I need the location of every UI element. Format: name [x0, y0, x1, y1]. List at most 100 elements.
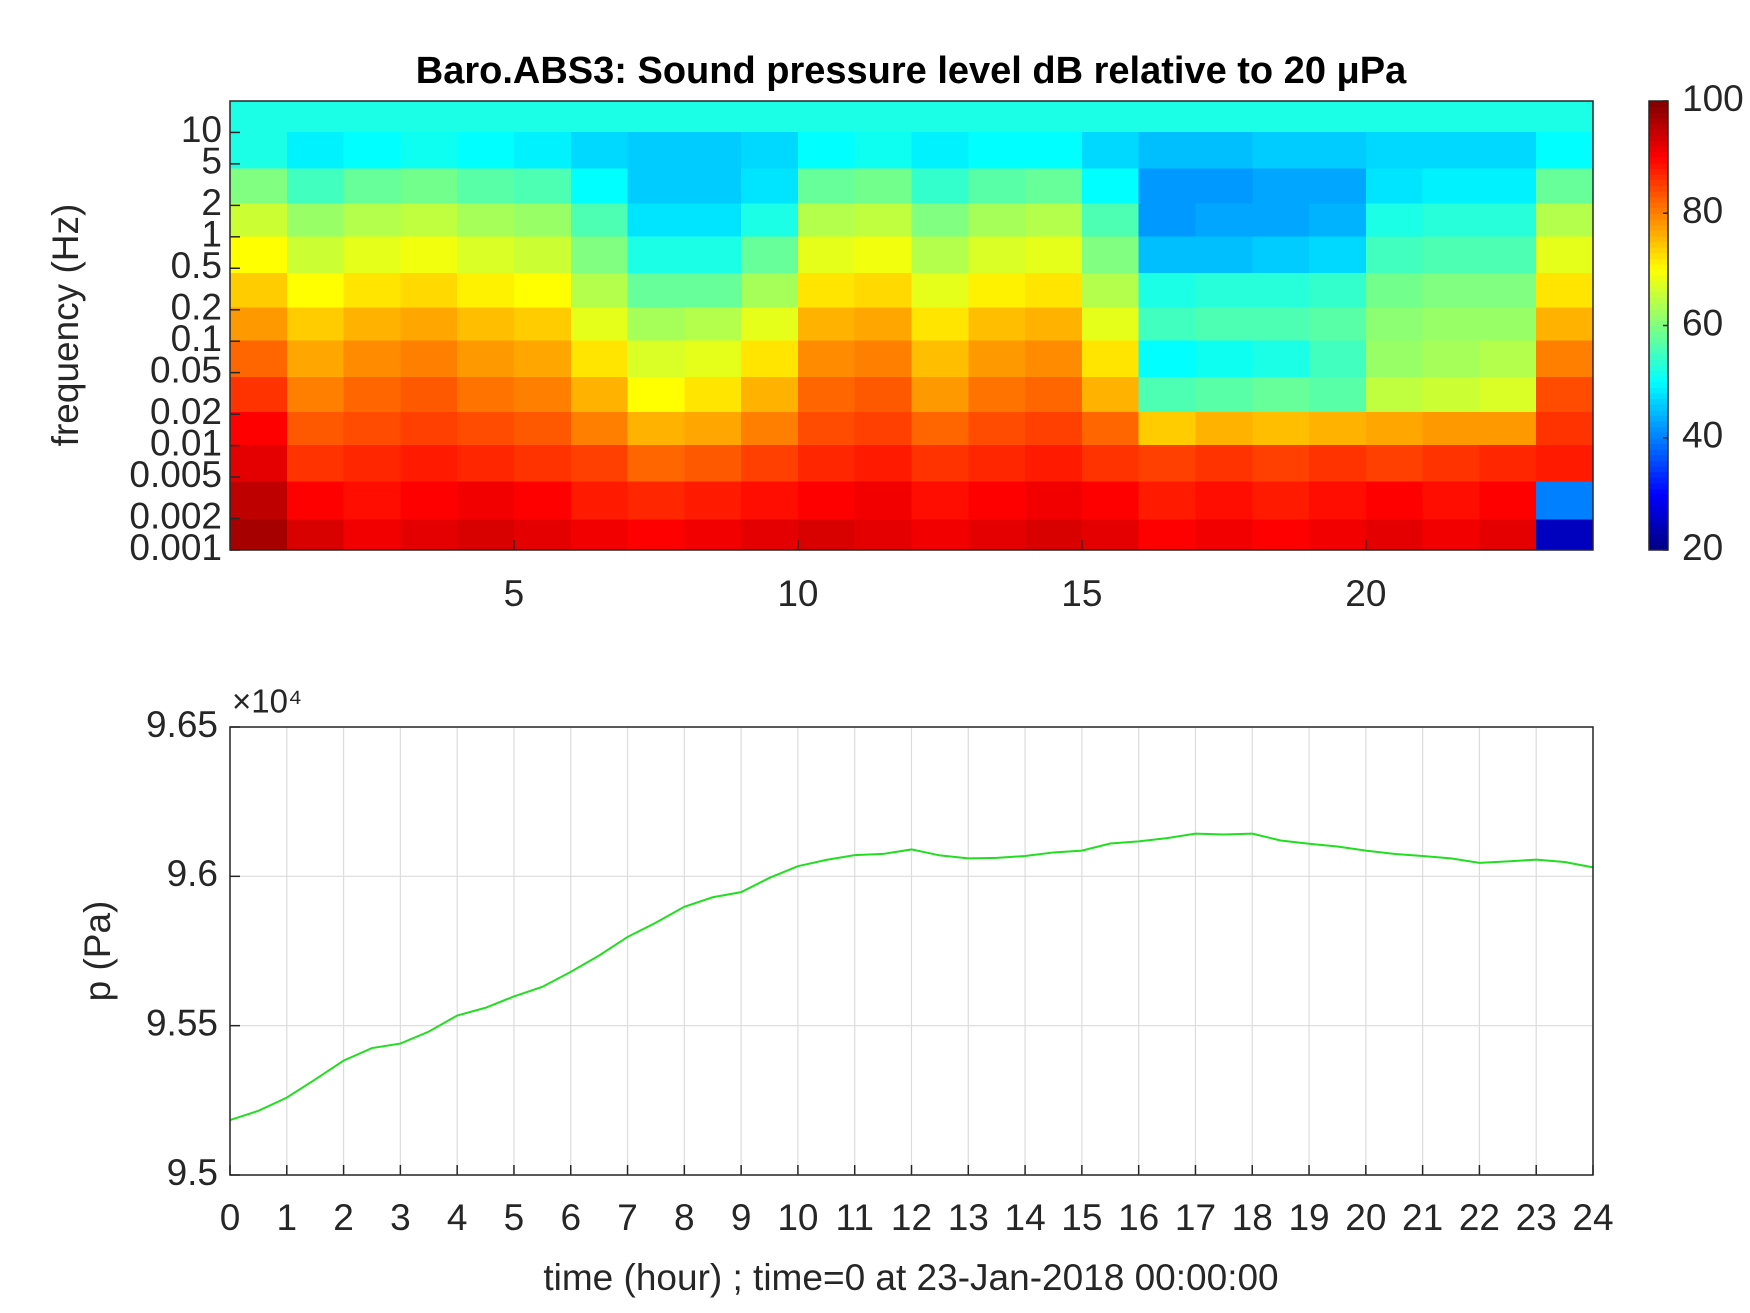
colorbar-segment	[1649, 303, 1668, 310]
heatmap-cell	[343, 307, 401, 341]
heatmap-cell	[854, 272, 913, 308]
heatmap-cell	[741, 202, 799, 237]
heatmap-cell	[854, 444, 913, 482]
heatmap-cell	[457, 101, 515, 132]
heatmap-cell	[1195, 480, 1253, 520]
colorbar-segment	[1649, 364, 1668, 371]
heatmap-cell	[911, 235, 969, 273]
colorbar-segment	[1649, 145, 1668, 153]
colorbar-segment	[1649, 235, 1668, 242]
heatmap-cell	[1025, 307, 1083, 341]
colorbar-segment	[1649, 336, 1668, 343]
heatmap-cell	[457, 131, 515, 169]
heatmap-cell	[570, 202, 629, 237]
heatmap-cell	[1365, 480, 1424, 520]
heatmap-cell	[968, 167, 1026, 204]
heatmap-cell	[1081, 340, 1140, 378]
heatmap-cell	[1081, 167, 1140, 204]
heatmap-cell	[1365, 101, 1424, 132]
colorbar-segment	[1649, 196, 1668, 203]
heatmap-cell	[286, 202, 345, 237]
heatmap-cell	[570, 235, 629, 273]
heatmap-cell	[797, 101, 856, 132]
colorbar-segment	[1649, 527, 1668, 534]
y-tick-label: 10	[181, 109, 222, 150]
heatmap-cell	[513, 202, 572, 237]
heatmap-cell	[513, 131, 572, 169]
heatmap-cell	[1195, 307, 1253, 341]
heatmap-cell	[286, 340, 345, 378]
colorbar-segment	[1649, 398, 1668, 405]
colorbar-segment	[1649, 168, 1668, 175]
heatmap-cell	[854, 411, 913, 446]
y-tick-label: 0.01	[150, 422, 222, 463]
heatmap-cell	[627, 202, 685, 237]
heatmap-cell	[684, 101, 742, 132]
y-exponent-label: ×10⁴	[232, 683, 302, 720]
colorbar-segment	[1649, 269, 1668, 276]
heatmap-cell	[230, 307, 288, 341]
plot-frame	[229, 100, 1594, 551]
colorbar-segment	[1649, 499, 1668, 506]
heatmap-cell	[286, 519, 345, 551]
heatmap-cell	[457, 307, 515, 341]
heatmap-cell	[684, 480, 742, 520]
colorbar-segment	[1649, 437, 1668, 444]
heatmap-cell	[627, 272, 685, 308]
heatmap-cell	[1081, 376, 1140, 413]
colorbar-segment	[1649, 230, 1668, 237]
heatmap-cell	[1195, 444, 1253, 482]
heatmap-cell	[400, 167, 458, 204]
heatmap-cell	[968, 202, 1026, 237]
heatmap-cell	[1195, 167, 1253, 204]
heatmap-cell	[911, 376, 969, 413]
x-tick-label: 20	[1345, 573, 1386, 614]
heatmap-cell	[1309, 480, 1367, 520]
heatmap-cell	[684, 340, 742, 378]
heatmap-cell	[741, 444, 799, 482]
heatmap-cell	[741, 411, 799, 446]
heatmap-cell	[1536, 480, 1594, 520]
colorbar-segment	[1649, 516, 1668, 523]
heatmap-cell	[1422, 480, 1481, 520]
heatmap-cell	[1479, 131, 1537, 169]
heatmap-cell	[513, 340, 572, 378]
colorbar-segment	[1649, 286, 1668, 293]
y-tick-label: 0.2	[171, 287, 222, 328]
heatmap-cell	[911, 480, 969, 520]
heatmap-cell	[457, 411, 515, 446]
y-axis-label: p (Pa)	[77, 901, 118, 1002]
heatmap-cell	[968, 376, 1026, 413]
colorbar-segment	[1649, 213, 1668, 220]
heatmap-cell	[1138, 444, 1197, 482]
colorbar-segment	[1649, 185, 1668, 192]
colorbar-segment	[1649, 409, 1668, 416]
colorbar-tick-label: 80	[1682, 190, 1723, 231]
heatmap-cell	[1252, 376, 1310, 413]
heatmap-cell	[1536, 444, 1594, 482]
colorbar-segment	[1649, 123, 1668, 130]
heatmap-cell	[1025, 235, 1083, 273]
heatmap-cell	[513, 272, 572, 308]
heatmap-cell	[1252, 101, 1310, 132]
heatmap-cell	[797, 307, 856, 341]
heatmap-cell	[1422, 519, 1481, 551]
x-tick-label: 6	[560, 1197, 581, 1238]
heatmap-cell	[1025, 411, 1083, 446]
heatmap-cell	[1479, 235, 1537, 273]
heatmap-cell	[1365, 272, 1424, 308]
colorbar-segment	[1649, 129, 1668, 136]
heatmap-cell	[570, 340, 629, 378]
colorbar-segment	[1649, 420, 1668, 428]
colorbar-segment	[1649, 246, 1668, 254]
heatmap-cell	[1422, 131, 1481, 169]
colorbar-segment	[1649, 297, 1668, 304]
colorbar-tick-label: 100	[1682, 78, 1744, 119]
heatmap-cell	[230, 480, 288, 520]
heatmap-cell	[627, 340, 685, 378]
heatmap-cell	[1138, 307, 1197, 341]
colorbar-segment	[1649, 151, 1668, 158]
heatmap-cell	[741, 376, 799, 413]
heatmap-cell	[457, 340, 515, 378]
colorbar-segment	[1649, 258, 1668, 265]
